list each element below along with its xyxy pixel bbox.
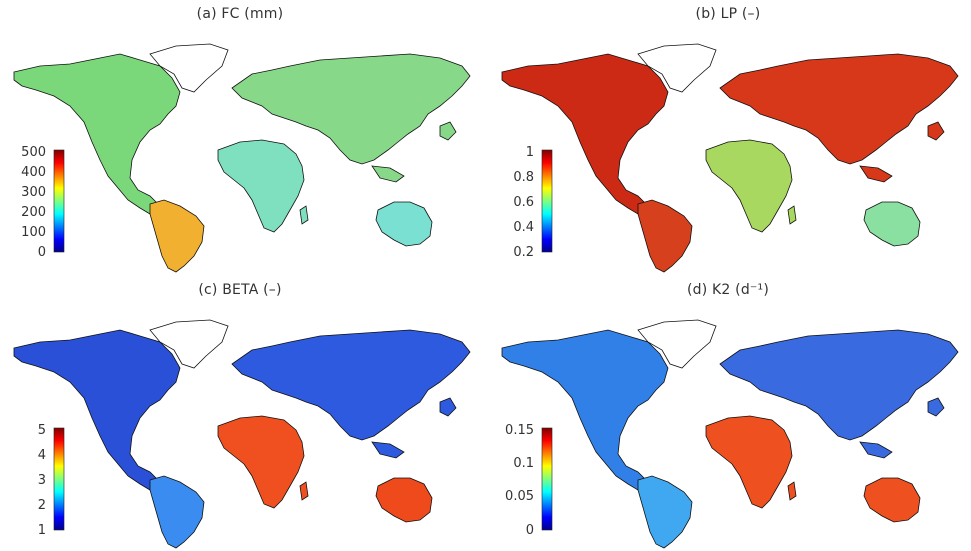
panel-title: (c) BETA (–) xyxy=(198,282,282,298)
eurasia xyxy=(927,121,945,141)
colorbar-tick: 0.8 xyxy=(513,170,534,185)
colorbar-tick: 0.6 xyxy=(513,195,534,210)
world-map: 5 4 3 2 1 xyxy=(13,319,471,549)
africa xyxy=(217,415,305,509)
eurasia xyxy=(439,121,457,141)
greenland xyxy=(149,43,229,93)
greenland xyxy=(149,319,229,369)
colorbar-tick: 2 xyxy=(38,498,46,513)
colorbar-tick: 400 xyxy=(21,165,46,180)
panel-fc: (a) FC (mm) 500 400 300 200 100 0 xyxy=(0,0,480,275)
eurasia xyxy=(927,397,945,417)
eurasia xyxy=(371,165,405,183)
eurasia xyxy=(719,329,959,441)
eurasia xyxy=(439,397,457,417)
africa xyxy=(217,139,305,233)
africa xyxy=(787,205,797,225)
panel-title: (a) FC (mm) xyxy=(196,6,284,22)
world-map: 0.15 0.1 0.05 0 xyxy=(501,319,959,549)
colorbar-tick: 0 xyxy=(526,523,534,538)
colorbar xyxy=(53,427,65,531)
world-map: 500 400 300 200 100 0 xyxy=(13,43,471,273)
colorbar-tick: 0.15 xyxy=(505,423,534,438)
eurasia xyxy=(859,165,893,183)
panel-lp: (b) LP (–) 1 0.8 0.6 0.4 0.2 xyxy=(488,0,968,275)
south-america xyxy=(149,199,205,273)
colorbar-tick: 0.05 xyxy=(505,489,534,504)
africa xyxy=(705,139,793,233)
colorbar-tick: 5 xyxy=(38,423,46,438)
north-america xyxy=(501,329,669,497)
australia xyxy=(375,201,433,247)
colorbar-tick: 100 xyxy=(21,225,46,240)
colorbar-ticks: 5 4 3 2 1 xyxy=(38,423,46,538)
africa xyxy=(299,481,309,501)
north-america xyxy=(13,53,181,221)
australia xyxy=(375,477,433,523)
panel-title: (d) K2 (d⁻¹) xyxy=(686,282,769,298)
africa xyxy=(787,481,797,501)
colorbar-ticks: 1 0.8 0.6 0.4 0.2 xyxy=(513,145,534,260)
colorbar xyxy=(541,149,553,253)
world-map: 1 0.8 0.6 0.4 0.2 xyxy=(501,43,959,273)
panel-k2: (d) K2 (d⁻¹) 0.15 0.1 0.05 0 xyxy=(488,276,968,551)
eurasia xyxy=(719,53,959,165)
colorbar xyxy=(541,427,553,531)
colorbar-tick: 300 xyxy=(21,185,46,200)
greenland xyxy=(637,319,717,369)
colorbar-tick: 0.2 xyxy=(513,245,534,260)
australia xyxy=(863,477,921,523)
eurasia xyxy=(371,441,405,459)
eurasia xyxy=(231,53,471,165)
panel-title: (b) LP (–) xyxy=(695,6,761,22)
south-america xyxy=(637,199,693,273)
north-america xyxy=(501,53,669,221)
colorbar-tick: 500 xyxy=(21,145,46,160)
australia xyxy=(863,201,921,247)
africa xyxy=(299,205,309,225)
colorbar-tick: 1 xyxy=(526,145,534,160)
colorbar-ticks: 0.15 0.1 0.05 0 xyxy=(505,423,534,538)
greenland xyxy=(637,43,717,93)
north-america xyxy=(13,329,181,497)
colorbar-tick: 0.1 xyxy=(513,456,534,471)
south-america xyxy=(637,475,693,549)
colorbar-ticks: 500 400 300 200 100 0 xyxy=(21,145,46,260)
colorbar-tick: 1 xyxy=(38,523,46,538)
panel-beta: (c) BETA (–) 5 4 3 2 1 xyxy=(0,276,480,551)
colorbar-tick: 3 xyxy=(38,473,46,488)
colorbar-tick: 0.4 xyxy=(513,220,534,235)
colorbar-tick: 0 xyxy=(38,245,46,260)
africa xyxy=(705,415,793,509)
eurasia xyxy=(231,329,471,441)
eurasia xyxy=(859,441,893,459)
colorbar-tick: 200 xyxy=(21,205,46,220)
south-america xyxy=(149,475,205,549)
colorbar-tick: 4 xyxy=(38,448,46,463)
colorbar xyxy=(53,149,65,253)
